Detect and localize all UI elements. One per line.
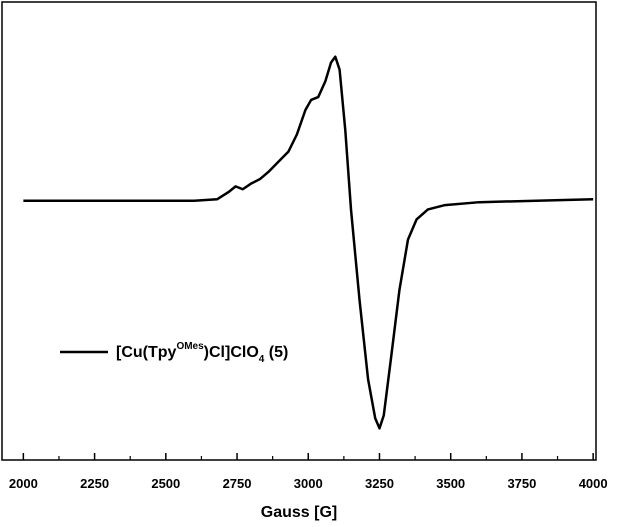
legend-label-part: [Cu(Tpy bbox=[116, 344, 177, 361]
legend-label: [Cu(TpyOMes)Cl]ClO4 (5) bbox=[116, 341, 288, 365]
x-axis-title: Gauss [G] bbox=[261, 504, 337, 521]
x-tick-label: 2750 bbox=[223, 476, 252, 491]
spectrum-line bbox=[23, 55, 594, 430]
x-tick-label: 3750 bbox=[507, 476, 536, 491]
legend-label-part: (5) bbox=[264, 344, 288, 361]
x-tick-label: 3500 bbox=[436, 476, 465, 491]
legend-label-part: 4 bbox=[259, 354, 265, 365]
x-tick-label: 2250 bbox=[80, 476, 109, 491]
x-tick-label: 2000 bbox=[9, 476, 38, 491]
legend-label-part: )Cl]ClO bbox=[204, 344, 259, 361]
plot-frame bbox=[1, 1, 597, 461]
x-tick-label: 2500 bbox=[151, 476, 180, 491]
legend-label-part: OMes bbox=[176, 341, 204, 352]
x-tick-label: 3250 bbox=[365, 476, 394, 491]
x-tick-label: 4000 bbox=[579, 476, 608, 491]
x-tick-label: 3000 bbox=[294, 476, 323, 491]
